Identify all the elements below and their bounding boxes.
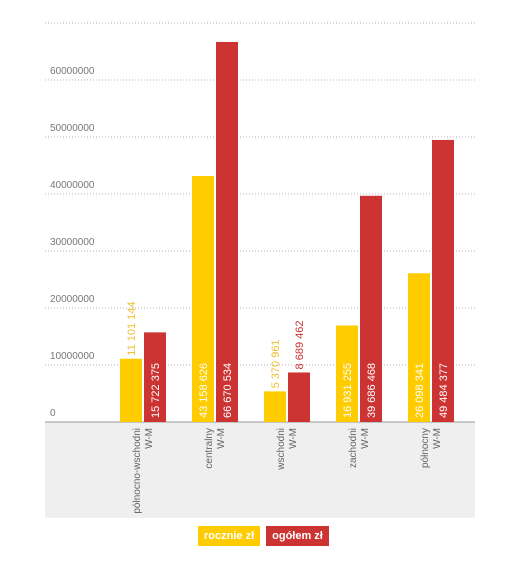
bar [192, 175, 214, 422]
bar [360, 195, 382, 422]
bar [144, 332, 166, 422]
y-tick-label: 30000000 [50, 237, 95, 248]
category-labels: północno-wschodni W-M centralny W-M wschodni… [132, 428, 443, 514]
y-tick-label: 50000000 [50, 123, 95, 134]
category-label: W-M [288, 428, 299, 449]
category-label: północny [420, 428, 431, 468]
data-label: 11 101 144 [126, 301, 138, 355]
data-label: 43 158 626 [198, 363, 210, 418]
y-tick-label: 60000000 [50, 66, 95, 77]
bar [216, 41, 238, 422]
category-label: zachodni [348, 428, 359, 468]
data-label: 39 686 468 [366, 363, 378, 418]
bar [264, 391, 286, 422]
data-label: 66 670 534 [222, 363, 234, 418]
legend-item-rocznie: rocznie zł [198, 526, 261, 546]
category-label: północno-wschodni [132, 428, 143, 514]
category-label: wschodni [276, 428, 287, 471]
legend-item-ogolem: ogółem zł [266, 526, 329, 546]
category-label: W-M [144, 428, 155, 449]
bars: 11 101 144 15 722 375 43 158 626 66 670 534… [120, 41, 454, 422]
bar [288, 372, 310, 422]
bar [120, 358, 142, 422]
data-label: 8 689 462 [294, 321, 306, 370]
data-label: 5 370 961 [270, 339, 282, 388]
y-axis-ticks: 0 10000000 20000000 30000000 40000000 5000000… [50, 66, 95, 419]
y-tick-label: 40000000 [50, 180, 95, 191]
bar [336, 325, 358, 422]
category-axis-background [45, 422, 475, 518]
data-label: 16 931 255 [342, 363, 354, 418]
y-tick-label: 0 [50, 408, 56, 419]
data-label: 15 722 375 [150, 363, 162, 418]
category-label: W-M [360, 428, 371, 449]
bar [432, 139, 454, 422]
y-tick-label: 10000000 [50, 351, 95, 362]
category-label: W-M [432, 428, 443, 449]
category-label: W-M [216, 428, 227, 449]
data-label: 49 484 377 [438, 363, 450, 418]
category-label: centralny [204, 428, 215, 469]
data-label: 26 098 341 [414, 363, 426, 418]
legend: rocznie zł ogółem zł [198, 526, 329, 546]
bar [408, 273, 430, 422]
y-tick-label: 20000000 [50, 294, 95, 305]
